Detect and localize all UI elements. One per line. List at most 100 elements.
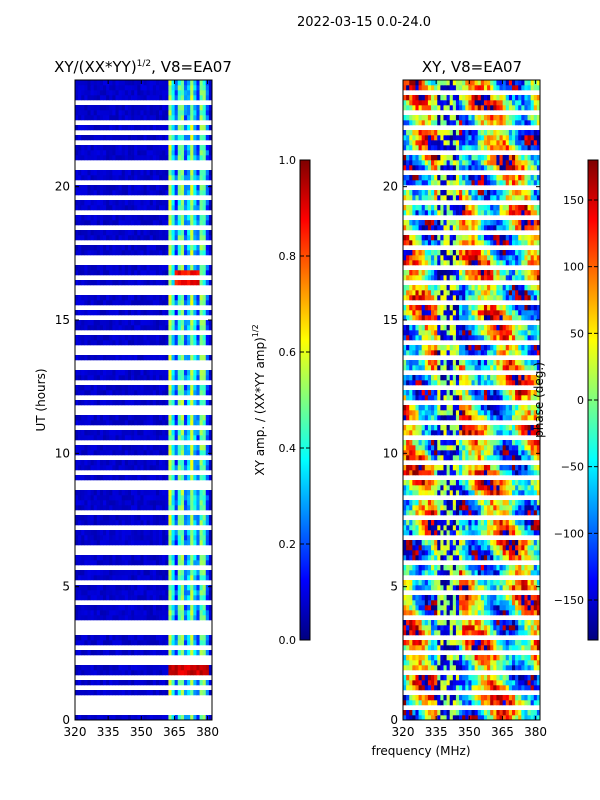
heatmap-cell	[162, 310, 166, 316]
heatmap-cell	[487, 660, 491, 666]
heatmap-cell	[152, 145, 157, 151]
heatmap-cell	[530, 490, 535, 496]
heatmap-cell	[177, 80, 182, 86]
heatmap-cell	[437, 685, 441, 691]
heatmap-cell	[446, 610, 451, 616]
heatmap-cell	[152, 605, 157, 611]
heatmap-cell	[468, 665, 472, 671]
heatmap-cell	[118, 430, 123, 436]
heatmap-cell	[202, 150, 207, 156]
heatmap-cell	[127, 270, 132, 276]
heatmap-cell	[162, 370, 166, 376]
heatmap-cell	[159, 555, 163, 561]
heatmap-cell	[115, 445, 119, 451]
heatmap-cell	[493, 715, 497, 721]
heatmap-cell	[134, 585, 138, 591]
heatmap-cell	[124, 265, 129, 271]
heatmap-cell	[536, 585, 541, 591]
heatmap-cell	[180, 125, 185, 131]
heatmap-cell	[462, 715, 466, 721]
heatmap-cell	[134, 145, 138, 151]
heatmap-cell	[115, 95, 119, 101]
heatmap-cell	[81, 370, 85, 376]
heatmap-cell	[493, 625, 497, 631]
heatmap-cell	[137, 115, 141, 121]
heatmap-cell	[183, 340, 188, 346]
heatmap-cell	[171, 170, 176, 176]
heatmap-cell	[127, 490, 132, 496]
heatmap-cell	[96, 555, 101, 561]
heatmap-cell	[190, 85, 194, 91]
heatmap-cell	[146, 635, 151, 641]
heatmap-cell	[505, 485, 510, 491]
heatmap-cell	[75, 220, 79, 226]
heatmap-cell	[465, 655, 469, 661]
heatmap-cell	[459, 665, 463, 671]
heatmap-cell	[131, 390, 135, 396]
heatmap-cell	[468, 485, 472, 491]
heatmap-cell	[193, 665, 197, 671]
heatmap-cell	[118, 475, 123, 481]
heatmap-cell	[487, 555, 491, 561]
heatmap-cell	[443, 675, 447, 681]
heatmap-cell	[149, 155, 154, 161]
heatmap-cell	[480, 620, 485, 626]
heatmap-cell	[84, 540, 88, 546]
heatmap-cell	[168, 95, 172, 101]
heatmap-cell	[515, 675, 519, 681]
heatmap-cell	[468, 500, 472, 506]
heatmap-cell	[81, 400, 85, 406]
heatmap-cell	[146, 665, 151, 671]
heatmap-cell	[205, 150, 210, 156]
heatmap-cell	[533, 565, 538, 571]
heatmap-cell	[449, 580, 454, 586]
heatmap-cell	[155, 575, 160, 581]
heatmap-cell	[465, 685, 469, 691]
heatmap-cell	[165, 270, 169, 276]
heatmap-cell	[527, 685, 532, 691]
heatmap-cell	[115, 610, 119, 616]
heatmap-cell	[103, 295, 107, 301]
heatmap-cell	[452, 710, 457, 716]
heatmap-cell	[99, 270, 104, 276]
heatmap-cell	[193, 445, 197, 451]
heatmap-cell	[121, 85, 126, 91]
heatmap-cell	[81, 295, 85, 301]
heatmap-cell	[440, 510, 444, 516]
heatmap-cell	[483, 655, 488, 661]
heatmap-cell	[149, 220, 154, 226]
heatmap-cell	[193, 185, 197, 191]
heatmap-cell	[127, 110, 132, 116]
heatmap-cell	[183, 375, 188, 381]
heatmap-cell	[155, 570, 160, 576]
heatmap-cell	[196, 460, 200, 466]
heatmap-cell	[137, 495, 141, 501]
heatmap-cell	[165, 615, 169, 621]
heatmap-cell	[483, 525, 488, 531]
heatmap-cell	[468, 580, 472, 586]
heatmap-cell	[143, 340, 148, 346]
heatmap-cell	[196, 230, 200, 236]
heatmap-cell	[468, 540, 472, 546]
heatmap-cell	[174, 355, 179, 361]
heatmap-cell	[527, 505, 532, 511]
heatmap-cell	[75, 680, 79, 686]
heatmap-cell	[109, 355, 113, 361]
heatmap-cell	[508, 620, 513, 626]
heatmap-cell	[137, 280, 141, 286]
heatmap-cell	[174, 300, 179, 306]
heatmap-cell	[421, 550, 426, 556]
heatmap-cell	[406, 680, 410, 686]
heatmap-cell	[418, 490, 423, 496]
heatmap-cell	[434, 480, 438, 486]
heatmap-cell	[459, 700, 463, 706]
heatmap-cell	[87, 335, 91, 341]
heatmap-cell	[474, 630, 479, 636]
heatmap-cell	[459, 600, 463, 606]
heatmap-cell	[171, 590, 176, 596]
heatmap-cell	[75, 540, 79, 546]
heatmap-cell	[121, 90, 126, 96]
heatmap-cell	[134, 85, 138, 91]
heatmap-cell	[409, 655, 413, 661]
heatmap-cell	[112, 520, 116, 526]
